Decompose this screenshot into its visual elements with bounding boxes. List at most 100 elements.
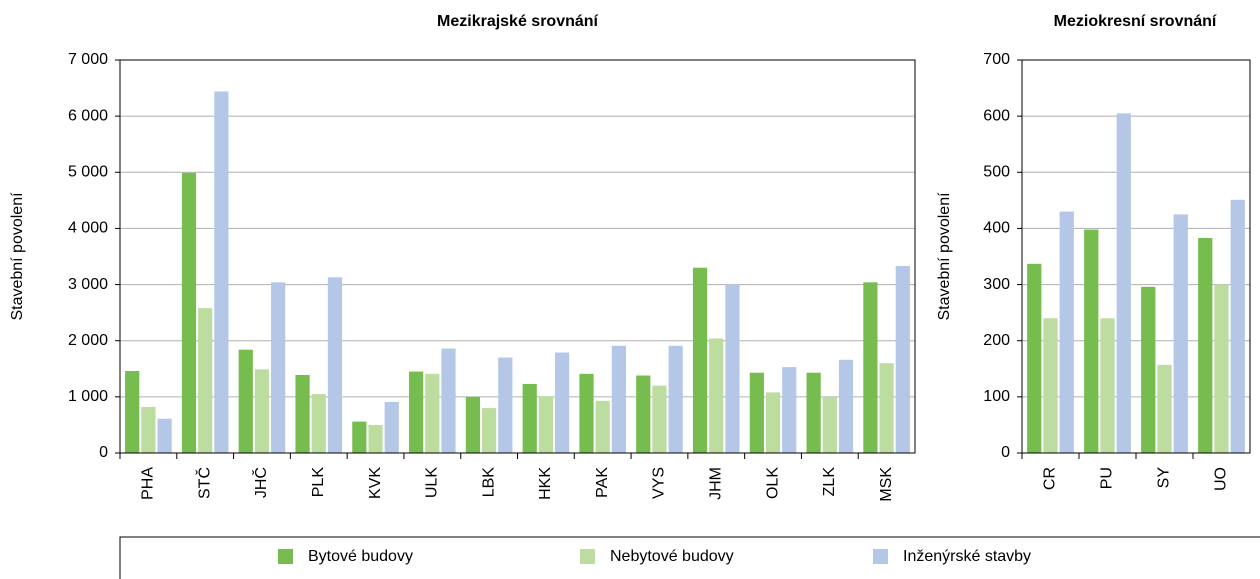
bar <box>538 396 553 453</box>
bar <box>141 406 156 453</box>
x-tick-label: KVK <box>367 467 384 499</box>
x-tick-label: JHM <box>707 467 724 500</box>
x-tick-label: LBK <box>480 467 497 498</box>
chart-title: Mezikrajské srovnání <box>437 13 599 30</box>
bar <box>498 357 513 453</box>
bar <box>482 408 497 453</box>
y-tick-label: 100 <box>983 388 1010 405</box>
x-tick-label: SY <box>1156 467 1173 489</box>
bar <box>441 348 456 453</box>
x-tick-label: HKK <box>537 467 554 500</box>
bar <box>1173 214 1188 453</box>
bar <box>1214 284 1229 453</box>
bar <box>1027 263 1042 453</box>
bar <box>352 421 367 453</box>
bar <box>863 282 878 453</box>
bar <box>579 373 594 453</box>
x-tick-label: CR <box>1042 467 1059 490</box>
bar <box>1084 229 1099 453</box>
legend-label: Nebytové budovy <box>610 548 734 565</box>
x-tick-label: JHČ <box>251 467 270 498</box>
legend-swatch <box>873 549 888 564</box>
y-tick-label: 5 000 <box>68 164 108 181</box>
bar <box>806 372 821 453</box>
y-axis-label: Stavební povolení <box>936 192 953 321</box>
x-tick-label: ULK <box>424 467 441 498</box>
bar <box>1116 113 1131 453</box>
x-tick-label: OLK <box>764 467 781 499</box>
bar <box>1141 286 1156 453</box>
y-tick-label: 500 <box>983 164 1010 181</box>
plot-frame <box>1021 59 1251 454</box>
bar <box>782 367 797 453</box>
y-tick-label: 700 <box>983 51 1010 68</box>
legend-label: Inženýrské stavby <box>903 548 1031 565</box>
bar <box>1157 364 1172 453</box>
bar <box>1230 199 1245 453</box>
bar <box>327 277 343 453</box>
bar <box>1059 211 1074 453</box>
bar <box>465 396 481 453</box>
y-tick-label: 600 <box>983 107 1010 124</box>
bar <box>895 266 910 453</box>
x-tick-label: STČ <box>194 467 213 499</box>
x-tick-label: ZLK <box>821 467 838 497</box>
bar <box>384 401 399 453</box>
x-tick-label: UO <box>1213 467 1230 491</box>
y-tick-label: 2 000 <box>68 332 108 349</box>
bar <box>125 371 140 453</box>
legend-label: Bytové budovy <box>308 548 413 565</box>
legend-swatch <box>580 549 595 564</box>
bar <box>595 400 610 453</box>
legend-swatch <box>278 549 293 564</box>
y-axis-label: Stavební povolení <box>9 192 26 321</box>
y-tick-label: 300 <box>983 276 1010 293</box>
bar <box>692 267 708 453</box>
bar <box>554 352 570 453</box>
bar <box>271 282 286 453</box>
bar <box>822 396 837 453</box>
y-tick-label: 0 <box>99 444 108 461</box>
y-tick-label: 0 <box>1001 444 1010 461</box>
bar <box>198 308 213 453</box>
bar <box>522 383 537 453</box>
x-tick-label: PU <box>1099 467 1116 489</box>
x-tick-label: MSK <box>878 467 895 502</box>
y-tick-label: 6 000 <box>68 107 108 124</box>
bar <box>879 363 894 453</box>
bar <box>636 375 651 453</box>
x-tick-label: PLK <box>310 467 327 498</box>
bar <box>368 424 383 453</box>
bar <box>214 91 229 453</box>
bar <box>749 372 764 453</box>
y-tick-label: 3 000 <box>68 276 108 293</box>
bar <box>157 418 172 453</box>
bar <box>409 371 424 453</box>
bar <box>1043 318 1058 453</box>
bar <box>765 392 781 453</box>
bar <box>238 349 253 453</box>
legend-box <box>119 536 1260 579</box>
bar <box>725 284 740 453</box>
bar <box>668 345 683 453</box>
bar <box>1100 318 1115 453</box>
bar <box>181 172 197 453</box>
chart-title: Meziokresní srovnání <box>1054 13 1217 30</box>
bar <box>838 359 854 453</box>
y-tick-label: 400 <box>983 220 1010 237</box>
y-tick-label: 7 000 <box>68 51 108 68</box>
y-tick-label: 4 000 <box>68 220 108 237</box>
bar <box>611 345 626 453</box>
bar <box>295 374 310 453</box>
bar <box>311 394 326 453</box>
y-tick-label: 200 <box>983 332 1010 349</box>
x-tick-label: PAK <box>594 467 611 498</box>
x-tick-label: PHA <box>140 467 157 500</box>
bar <box>709 338 724 453</box>
y-tick-label: 1 000 <box>68 388 108 405</box>
bar <box>425 373 440 453</box>
plot-frame <box>119 59 916 454</box>
bar <box>1198 237 1213 453</box>
